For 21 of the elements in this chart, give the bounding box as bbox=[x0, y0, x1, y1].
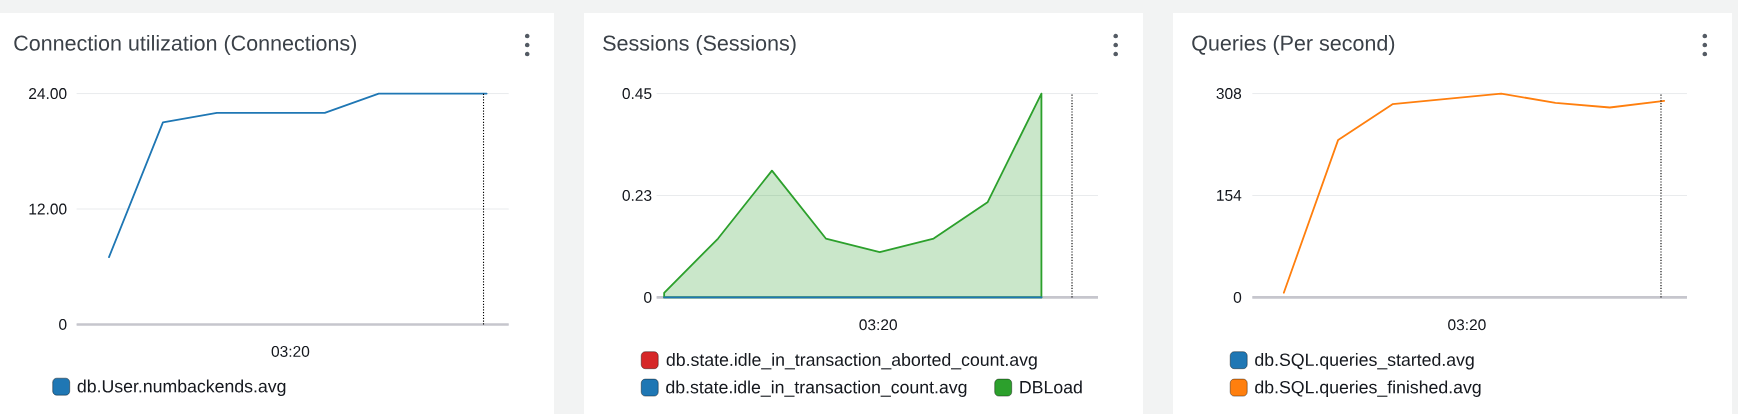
y-tick-label: 0 bbox=[59, 319, 67, 330]
chart-title: Sessions (Sessions) bbox=[603, 34, 796, 56]
legend-label: db.SQL.queries_finished.avg bbox=[1255, 380, 1481, 397]
y-tick-label: 24.00 bbox=[29, 88, 67, 100]
y-tick-label: 0 bbox=[1233, 291, 1242, 303]
y-tick-label: 12.00 bbox=[29, 203, 67, 215]
legend-label: db.state.idle_in_transaction_aborted_count.avg bbox=[666, 353, 1037, 370]
chart-title: Queries (Per second) bbox=[1192, 34, 1395, 56]
y-tick-label: 154 bbox=[1217, 190, 1242, 201]
y-tick-label: 0.45 bbox=[622, 88, 652, 100]
legend-label: db.state.idle_in_transaction_count.avg bbox=[666, 380, 967, 397]
text: 03:20 bbox=[1448, 319, 1486, 331]
legend-label: db.User.numbackends.avg bbox=[77, 379, 286, 397]
chart-title: Connection utilization (Connections) bbox=[14, 34, 356, 56]
y-tick-label: 0.23 bbox=[622, 190, 652, 201]
text: 03:20 bbox=[859, 319, 897, 331]
legend-label: DBLoad bbox=[1020, 380, 1082, 394]
y-tick-label: 0 bbox=[644, 291, 652, 303]
legend-label: db.SQL.queries_started.avg bbox=[1255, 353, 1474, 370]
text: 03:20 bbox=[271, 345, 310, 357]
y-tick-label: 308 bbox=[1216, 88, 1242, 100]
